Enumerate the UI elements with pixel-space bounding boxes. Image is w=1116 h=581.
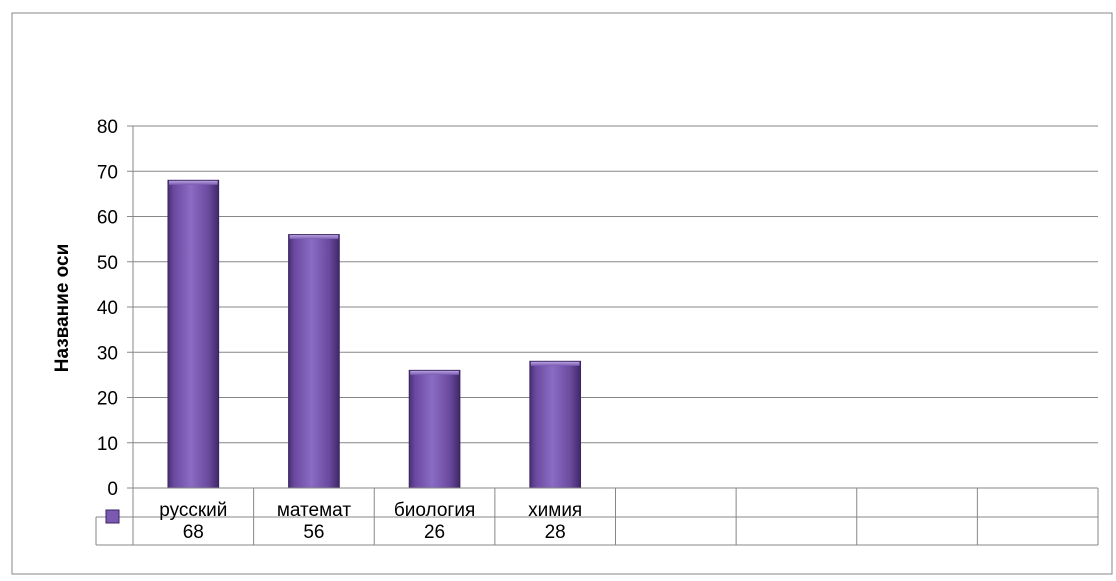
bar-highlight	[530, 361, 580, 366]
bar	[408, 369, 461, 489]
bar	[167, 179, 220, 489]
category-label: русский	[159, 500, 227, 521]
bar-highlight	[289, 235, 339, 240]
y-tick-label: 10	[97, 434, 118, 455]
y-tick-label: 50	[97, 253, 118, 274]
y-tick-label: 40	[97, 298, 118, 319]
y-tick-label: 70	[97, 162, 118, 183]
y-tick-label: 20	[97, 389, 118, 410]
y-tick-label: 80	[97, 117, 118, 138]
bars	[167, 179, 582, 489]
y-axis-title: Название оси	[52, 244, 73, 373]
category-label: математ	[277, 500, 351, 521]
bar	[529, 360, 582, 489]
data-value-label: 68	[183, 522, 204, 543]
data-value-label: 26	[424, 522, 445, 543]
bar-highlight	[410, 370, 459, 375]
bar-highlight	[168, 180, 218, 185]
y-tick-label: 0	[107, 479, 118, 500]
y-axis-ticks: 0 10 20 30 40 50 60 70 80	[97, 117, 133, 500]
bar	[288, 234, 340, 489]
y-tick-label: 30	[97, 343, 118, 364]
category-label: биология	[394, 500, 475, 521]
legend-key	[105, 509, 120, 524]
y-tick-label: 60	[97, 208, 118, 229]
category-label: химия	[528, 500, 582, 521]
data-value-label: 28	[545, 522, 566, 543]
data-value-label: 56	[303, 522, 324, 543]
